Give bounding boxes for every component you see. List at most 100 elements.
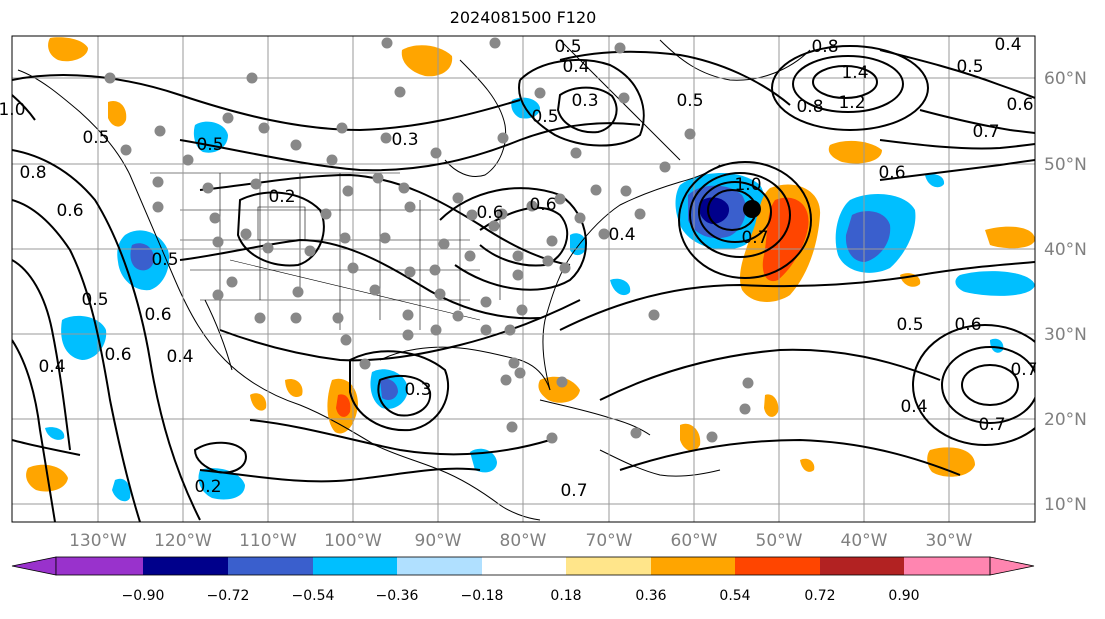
anomaly-pos-trop3 — [680, 423, 701, 452]
longitude-labels: 130°W 120°W 110°W 100°W 90°W 80°W 70°W 6… — [69, 531, 973, 551]
anomaly-pos-labrador — [401, 45, 453, 77]
anomaly-neg-subtrop — [925, 174, 945, 188]
contour-label: 0.6 — [144, 305, 171, 325]
contours — [12, 45, 1035, 522]
colorbar — [11, 556, 1035, 576]
coast-north-america — [17, 69, 541, 521]
lat-label: 50°N — [1044, 155, 1087, 175]
contour-label: 0.7 — [741, 228, 768, 248]
coast-east — [542, 164, 721, 391]
coast-caribbean — [599, 449, 721, 477]
contour-high-3 — [771, 45, 929, 131]
contour-label: 0.6 — [878, 163, 905, 183]
colorbar-tick-label: −0.54 — [292, 588, 335, 604]
lon-label: 80°W — [500, 531, 547, 551]
contour-label: 0.4 — [994, 35, 1021, 55]
contour-label: 0.5 — [956, 57, 983, 77]
colorbar-segment — [313, 557, 397, 575]
colorbar-tick-label: 0.54 — [719, 588, 750, 604]
contour-trop-1 — [193, 441, 247, 474]
contour-label: 0.4 — [900, 397, 927, 417]
contour-mex-2 — [349, 350, 450, 432]
lon-label: 130°W — [69, 531, 127, 551]
contour-na-3 — [179, 238, 541, 320]
contour-mex-1 — [377, 375, 432, 417]
colorbar-segment — [228, 557, 313, 575]
contour-label: 0.4 — [608, 225, 635, 245]
contour-north-1 — [12, 74, 521, 132]
contour-label: 1.0 — [734, 175, 761, 195]
anomaly-pos-subtrop — [250, 393, 267, 411]
contour-east-1 — [879, 49, 1035, 99]
contour-label: 0.7 — [560, 481, 587, 501]
contour-atl-3 — [619, 438, 961, 476]
anomaly-neg-small1 — [990, 338, 1004, 353]
contour-label: 0.6 — [529, 195, 556, 215]
lon-label: 90°W — [415, 531, 462, 551]
lat-label: 40°N — [1044, 240, 1087, 260]
contour-na-1 — [179, 122, 641, 172]
lon-label: 30°W — [926, 531, 973, 551]
colorbar-ticks: −0.90 −0.72 −0.54 −0.36 −0.18 0.18 0.36 … — [122, 588, 920, 604]
lon-label: 120°W — [154, 531, 212, 551]
contour-label: 0.6 — [476, 203, 503, 223]
coast-greenland — [659, 39, 811, 81]
low-center-marker — [743, 200, 761, 218]
contour-label: 1.2 — [838, 93, 865, 113]
contour-label: 0.6 — [56, 201, 83, 221]
contour-label: 0.2 — [268, 187, 295, 207]
contour-label: 0.8 — [811, 37, 838, 57]
contour-atl-1 — [559, 261, 1035, 331]
contour-label: 0.5 — [81, 290, 108, 310]
anomaly-pos-alaska — [48, 37, 88, 62]
contour-lab-2 — [556, 86, 618, 134]
graticule — [12, 36, 1035, 522]
anomaly-pos-pac — [108, 100, 127, 127]
colorbar-low-extend — [11, 556, 57, 576]
contour-na-4 — [219, 299, 581, 362]
contour-north-3 — [879, 139, 1035, 150]
coast-baja — [204, 299, 233, 371]
contour-label: 0.5 — [554, 37, 581, 57]
colorbar-segment — [143, 557, 228, 575]
contour-atl-2 — [599, 348, 941, 401]
anomaly-pos-mexico-core — [336, 394, 351, 417]
anomaly-neg-eastcoast — [570, 233, 587, 256]
anomaly-pos-atlantic-core — [762, 197, 809, 282]
contour-pacific-4 — [12, 339, 56, 522]
contour-label: 0.3 — [404, 380, 431, 400]
contour-label: 0.3 — [391, 130, 418, 150]
contour-label: 0.5 — [896, 315, 923, 335]
anomaly-pos-greenland — [828, 140, 882, 164]
colorbar-tick-label: −0.18 — [461, 588, 504, 604]
contour-label: 0.7 — [1010, 360, 1037, 380]
contour-label: 0.5 — [531, 107, 558, 127]
contour-label: 0.7 — [972, 122, 999, 142]
contour-mid-1 — [236, 191, 325, 267]
contour-label: 0.6 — [1006, 95, 1033, 115]
contour-trop-2 — [12, 439, 81, 456]
contour-east-2 — [919, 109, 1035, 134]
contour-low-2 — [698, 181, 772, 243]
anomaly-neg-farpac — [45, 427, 65, 440]
anomaly-neg-east — [955, 271, 1035, 296]
colorbar-segment — [566, 557, 651, 575]
contour-label-layer: 0.5 0.4 0.3 0.8 1.4 1.2 0.7 0.6 0.5 0.4 … — [0, 35, 1038, 501]
contour-north-2 — [559, 50, 791, 106]
contour-label: 0.2 — [194, 477, 221, 497]
colorbar-tick-label: 0.36 — [635, 588, 666, 604]
anomaly-neg-pacific — [61, 315, 107, 360]
contour-sub-2 — [199, 467, 481, 483]
contour-label: 0.3 — [571, 91, 598, 111]
contour-subtrop-2 — [941, 346, 1035, 424]
contour-west-1 — [12, 94, 36, 121]
colorbar-segment — [651, 557, 735, 575]
lon-label: 40°W — [841, 531, 888, 551]
anomaly-neg-newfoundland-center — [699, 197, 730, 224]
colorbar-segment — [397, 557, 482, 575]
contour-label: 0.5 — [82, 128, 109, 148]
colorbar-segment — [735, 557, 820, 575]
contour-label: 0.6 — [954, 315, 981, 335]
lon-label: 50°W — [756, 531, 803, 551]
